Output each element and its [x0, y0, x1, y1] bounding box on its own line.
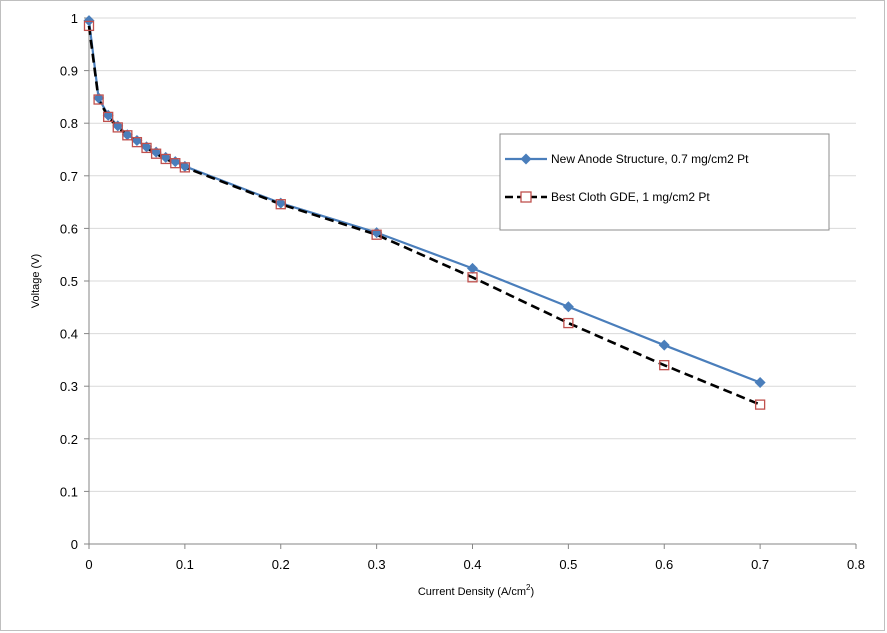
x-axis-title: Current Density (A/cm2)	[418, 583, 534, 598]
series-markers	[83, 15, 766, 410]
y-tick-labels: 0 0.1 0.2 0.3 0.4 0.5 0.6 0.7 0.8 0.9 1	[60, 11, 78, 552]
x-tick-label: 0.2	[272, 557, 290, 572]
data-point-best-cloth	[754, 399, 766, 410]
axes	[88, 18, 856, 545]
x-tick-label: 0.7	[751, 557, 769, 572]
data-point-new-anode	[141, 141, 153, 153]
data-point-best-cloth	[371, 229, 382, 240]
y-axis-title: Voltage (V)	[30, 254, 42, 308]
y-tick-label: 0.1	[60, 484, 78, 499]
y-tick-label: 0.6	[60, 221, 78, 236]
data-point-best-cloth	[112, 122, 123, 133]
data-point-best-cloth	[103, 111, 114, 123]
x-tick-label: 0.6	[655, 557, 673, 572]
data-point-best-cloth	[131, 136, 143, 148]
data-point-best-cloth	[659, 360, 670, 371]
data-point-best-cloth	[83, 20, 95, 32]
data-point-best-cloth	[150, 148, 162, 159]
y-tick-label: 0.3	[60, 379, 78, 394]
data-point-best-cloth	[563, 317, 574, 329]
x-tick-label: 0.4	[463, 557, 481, 572]
data-point-best-cloth	[179, 162, 191, 173]
x-tick-label: 0.3	[368, 557, 386, 572]
data-point-best-cloth	[122, 130, 133, 141]
data-point-new-anode	[93, 92, 105, 104]
y-tick-label: 0	[71, 537, 78, 552]
data-point-new-anode	[467, 262, 478, 274]
y-tick-label: 1	[71, 11, 78, 26]
y-tick-label: 0.2	[60, 432, 78, 447]
x-tick-label: 0.1	[176, 557, 194, 572]
x-tick-labels: 0 0.1 0.2 0.3 0.4 0.5 0.6 0.7 0.8	[85, 557, 865, 572]
legend-marker-new-anode	[520, 153, 532, 165]
y-tick-label: 0.7	[60, 169, 78, 184]
data-point-new-anode	[179, 160, 191, 172]
x-tick-label: 0.5	[559, 557, 577, 572]
legend-box	[499, 133, 830, 231]
y-tick-label: 0.4	[60, 327, 78, 342]
x-tick-label: 0	[85, 557, 92, 572]
data-point-new-anode	[754, 377, 766, 389]
data-point-new-anode	[562, 301, 574, 313]
data-point-new-anode	[275, 197, 287, 209]
gridlines	[84, 17, 857, 549]
y-tick-label: 0.5	[60, 274, 78, 289]
legend-label-new-anode: New Anode Structure, 0.7 mg/cm2 Pt	[551, 152, 749, 166]
data-point-new-anode	[121, 129, 133, 141]
legend: New Anode Structure, 0.7 mg/cm2 Pt Best …	[499, 133, 830, 231]
y-tick-label: 0.8	[60, 116, 78, 131]
data-point-best-cloth	[93, 94, 104, 105]
data-point-new-anode	[83, 15, 95, 27]
x-tick-label: 0.8	[847, 557, 865, 572]
legend-marker-best-cloth	[520, 191, 532, 203]
data-point-best-cloth	[141, 142, 152, 154]
data-point-best-cloth	[275, 199, 286, 210]
data-point-best-cloth	[467, 272, 478, 283]
legend-label-best-cloth: Best Cloth GDE, 1 mg/cm2 Pt	[551, 190, 710, 204]
data-point-new-anode	[658, 339, 670, 351]
y-tick-label: 0.9	[60, 64, 78, 79]
